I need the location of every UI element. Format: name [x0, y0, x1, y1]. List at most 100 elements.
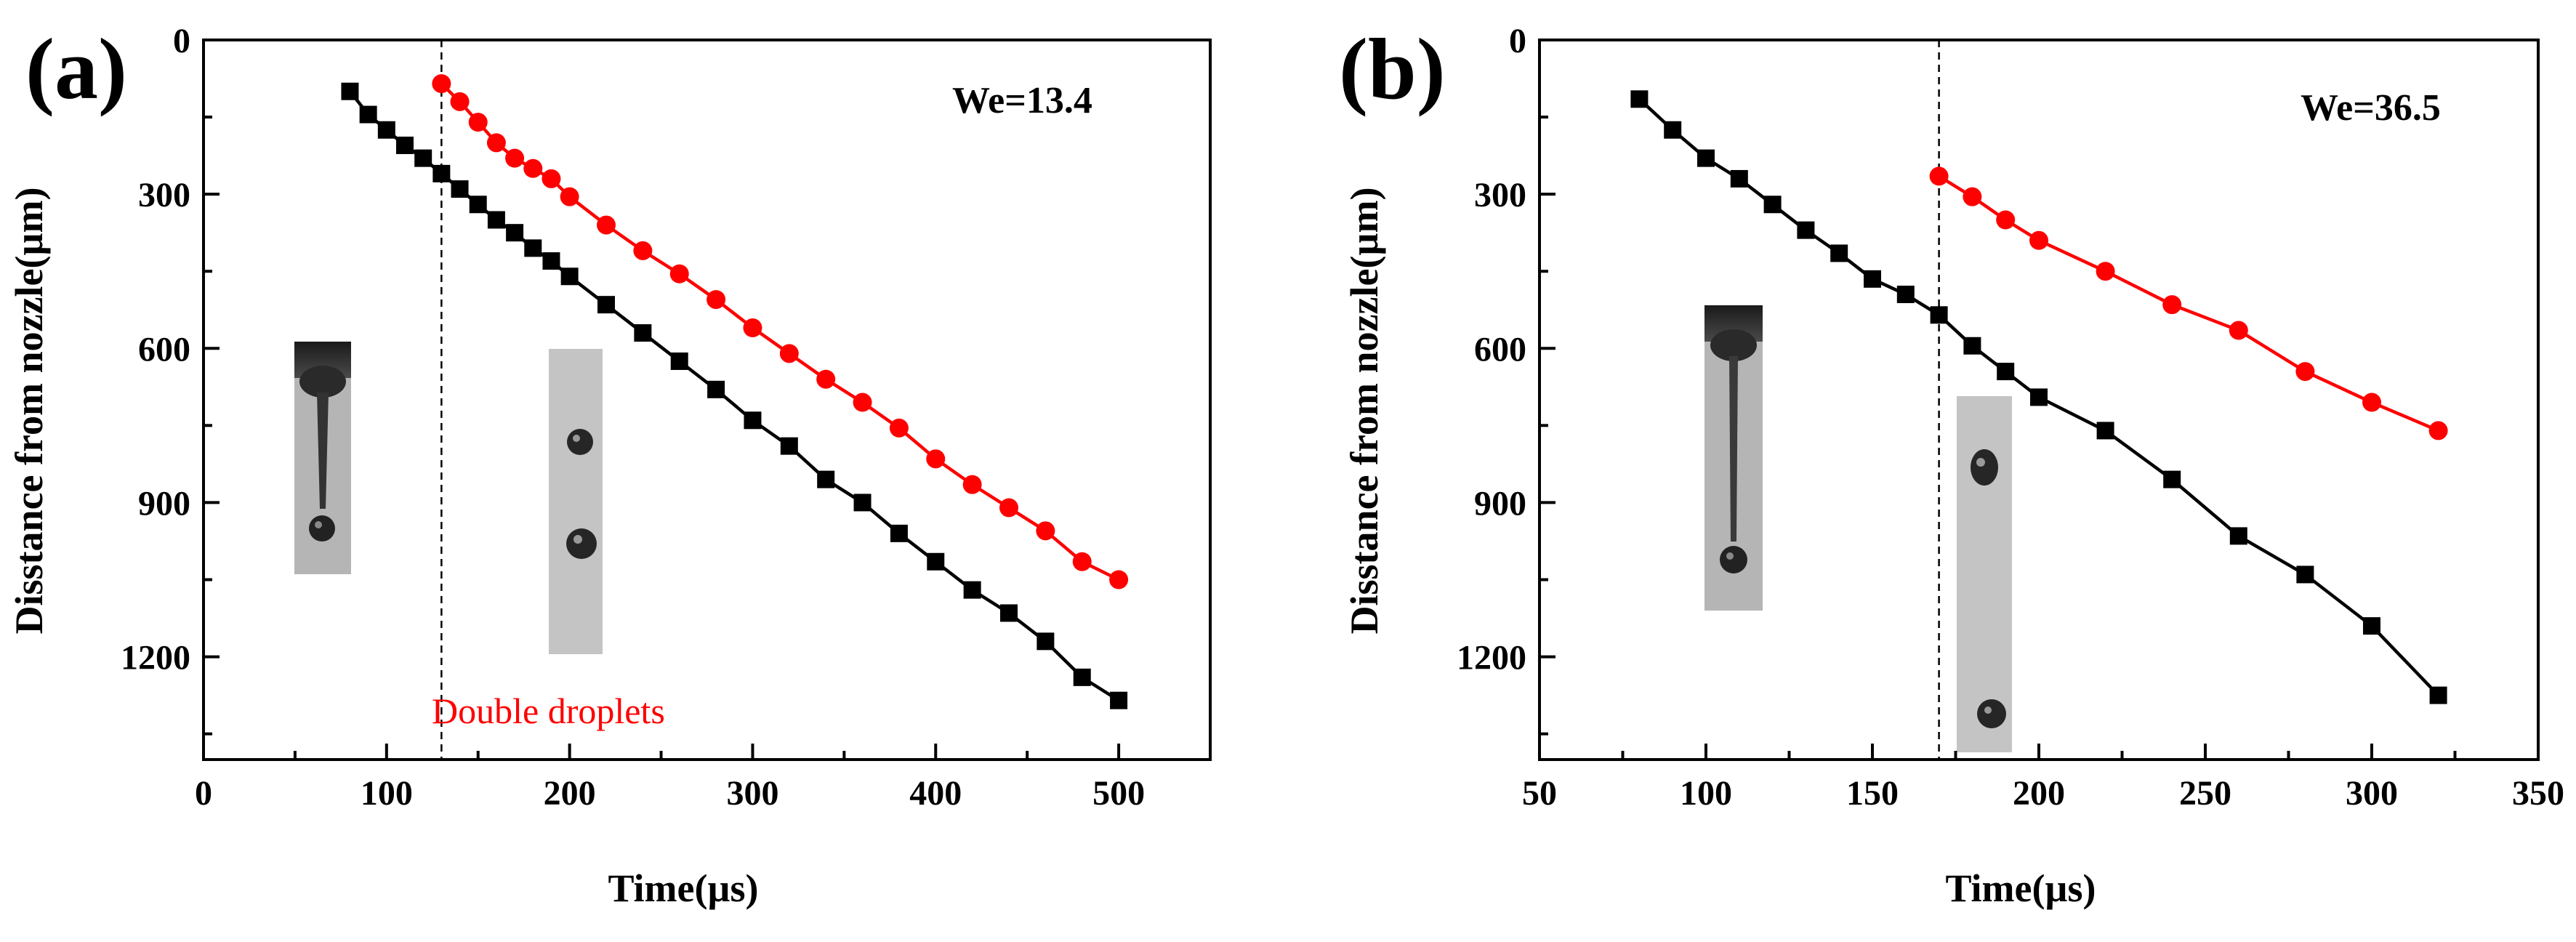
panel-b-series-2-point	[2162, 295, 2182, 315]
panel-a-series-2-point	[1036, 521, 1055, 541]
panel-a-y-tick-label: 900	[138, 484, 190, 523]
panel-a-series-1-point	[670, 352, 688, 370]
panel-b-weber-annotation: We=36.5	[2301, 87, 2441, 129]
panel-b-series-1-point	[1697, 149, 1715, 167]
panel-b-series-2-point	[2029, 230, 2048, 250]
panel-a-series-2-point	[486, 133, 506, 153]
panel-a-y-tick-label: 0	[173, 22, 190, 60]
panel-a-series-2-point	[633, 241, 653, 260]
panel-b-series-2-point	[1996, 210, 2016, 230]
panel-b-plot: 50 100 150 200 250 300 350 0 300 600 900 1200	[1457, 22, 2564, 813]
panel-b-series-2-point	[2428, 421, 2448, 440]
panel-a-series-1-point	[927, 552, 945, 571]
panel-a-series-2-point	[962, 475, 982, 494]
panel-a-series-1-point	[817, 470, 835, 488]
panel-a-series-1-point	[744, 411, 762, 430]
panel-a-series-2-point	[816, 369, 836, 389]
panel-b-series-1-point	[1730, 169, 1748, 188]
panel-a-inset-ligament-image	[294, 342, 351, 574]
panel-b-series-2-point	[2295, 362, 2315, 382]
double-droplets-label: Double droplets	[432, 691, 665, 731]
panel-b-series-1-point	[2429, 686, 2447, 704]
panel-a-series-1-point	[359, 105, 377, 124]
panel-a-series-2-point	[926, 449, 946, 469]
panel-a-series-2-point	[450, 92, 470, 111]
panel-b-series-1-point	[2096, 422, 2114, 440]
panel-b-y-tick-label: 300	[1474, 176, 1526, 214]
panel-b-inset-droplets-image	[1957, 396, 2012, 752]
panel-a-axes-frame	[202, 39, 1212, 761]
panel-b-series-1-point	[1797, 221, 1815, 239]
panel-a-series-2-point	[853, 392, 872, 412]
panel-b-series-1-point	[2163, 470, 2181, 488]
panel-a-plot: 0 100 200 300 400 500 0 300 600 900 1200	[121, 22, 1212, 813]
panel-a-series-1-point	[1000, 604, 1018, 622]
panel-a-series-1-point	[963, 581, 981, 599]
panel-a-series-2-point	[779, 344, 799, 363]
panel-a: (a) We=13.4 0 100 200 300 400 500 0 300 600 900 12…	[7, 20, 1212, 910]
panel-a-series-1-point	[469, 196, 487, 214]
panel-a-y-axis-title: Disstance from nozzle(µm)	[7, 188, 51, 635]
panel-a-x-tick-label: 300	[726, 774, 778, 813]
panel-a-series-2-point	[1072, 552, 1092, 571]
panel-a-series-1-point	[560, 267, 579, 286]
panel-b-label: (b)	[1339, 20, 1446, 117]
panel-b-series-1-point	[1864, 270, 1881, 288]
panel-a-series-1-point	[1110, 691, 1128, 709]
panel-a-series-1-point	[506, 224, 524, 242]
panel-b-series-2-point	[2096, 262, 2115, 281]
panel-a-series-1-point	[1073, 668, 1091, 686]
panel-a-x-tick-label: 100	[361, 774, 413, 813]
panel-a-y-tick-label: 300	[138, 176, 190, 214]
panel-a-series-1-point	[634, 324, 652, 342]
panel-a-series-2-point	[1109, 570, 1129, 589]
panel-b-series-1-point	[1930, 306, 1948, 324]
panel-b-series-1-point	[1664, 121, 1682, 139]
panel-b-series-1-point	[1763, 196, 1782, 214]
panel-b-series-2-line	[1938, 174, 2439, 432]
panel-b-x-tick-label: 300	[2346, 774, 2398, 813]
panel-a-x-tick-label: 0	[195, 774, 212, 813]
panel-a-x-tick-label: 200	[544, 774, 596, 813]
panel-a-series-1-point	[396, 136, 414, 154]
panel-b-y-tick-label: 600	[1474, 330, 1526, 369]
panel-a-x-axis-title: Time(µs)	[608, 866, 758, 910]
panel-a-series-1-point	[597, 296, 615, 314]
panel-a-x-tick-label: 500	[1092, 774, 1145, 813]
panel-b-x-tick-label: 100	[1680, 774, 1732, 813]
panel-b-inset-ligament-image	[1704, 305, 1763, 611]
panel-b-x-axis-title: Time(µs)	[1945, 866, 2096, 910]
panel-a-series-2-point	[597, 215, 616, 235]
panel-a-series-1-point	[432, 164, 451, 182]
panel-b-y-tick-label: 1200	[1457, 639, 1526, 677]
panel-a-series-2-point	[505, 148, 525, 168]
panel-a-series-2-point	[468, 113, 488, 132]
panel-b-x-tick-label: 200	[2013, 774, 2065, 813]
panel-b-series-1-point	[2229, 527, 2247, 545]
panel-b-x-tick-label: 350	[2512, 774, 2564, 813]
panel-a-series-1-line	[348, 90, 1120, 702]
panel-a-series-2-point	[432, 74, 451, 94]
panel-b-series-2-point	[2362, 392, 2381, 412]
panel-b-x-tick-label: 250	[2179, 774, 2231, 813]
panel-b-y-tick-label: 0	[1509, 22, 1526, 60]
panel-b-series-1-point	[2363, 617, 2380, 635]
panel-a-series-1-point	[487, 211, 505, 229]
panel-b-series-2-point	[2229, 321, 2248, 340]
panel-b-series-1-point	[1997, 363, 2015, 381]
panel-a-label: (a)	[25, 20, 127, 117]
panel-a-series-1-point	[890, 524, 908, 542]
panel-a-series-2-point	[743, 318, 762, 337]
panel-a-series-1-point	[377, 121, 395, 139]
panel-b-series-1-point	[1963, 337, 1981, 355]
panel-a-series-2-point	[542, 169, 561, 188]
panel-a-y-tick-label: 600	[138, 330, 190, 369]
panel-a-series-1-point	[1037, 632, 1055, 651]
panel-b-x-tick-label: 150	[1846, 774, 1899, 813]
panel-b-series-1-point	[2030, 388, 2048, 406]
panel-a-series-1-point	[780, 437, 798, 455]
panel-a-series-1-point	[414, 149, 432, 167]
panel-b-series-1-point	[2296, 565, 2314, 584]
panel-a-series-2-point	[999, 498, 1018, 518]
